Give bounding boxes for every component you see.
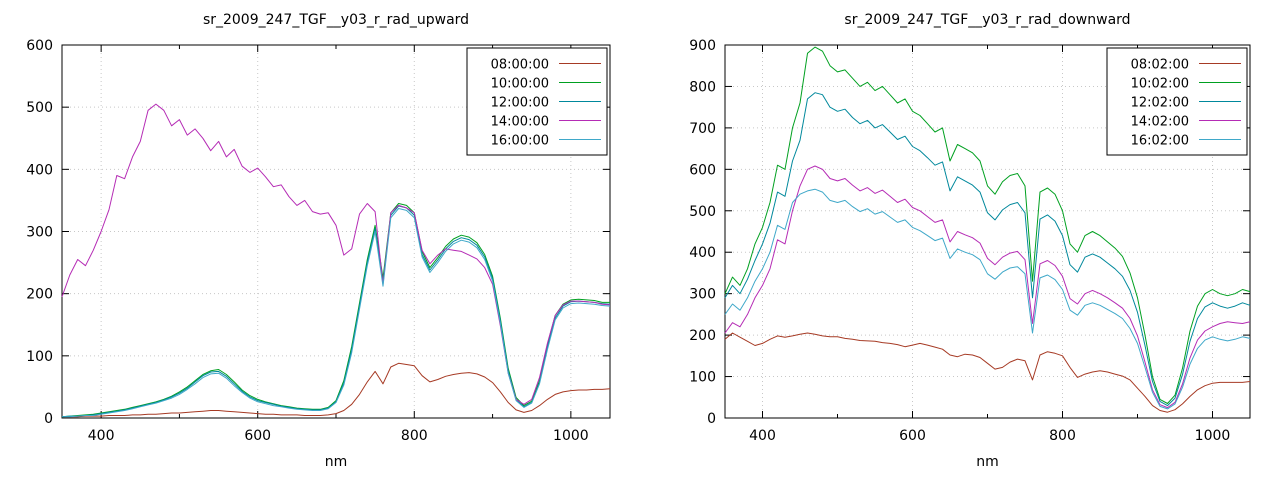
ytick-label: 200 — [26, 287, 53, 303]
xtick-label: 400 — [749, 428, 776, 444]
ytick-label: 0 — [44, 411, 53, 427]
series-line-12-02-00 — [724, 92, 1251, 407]
ytick-label: 100 — [26, 349, 53, 365]
series-line-14-00-00 — [61, 103, 611, 405]
series-line-16-00-00 — [62, 208, 611, 418]
ytick-label: 400 — [689, 245, 716, 261]
series-line-12-00-00 — [61, 205, 611, 418]
xtick-label: 1000 — [553, 428, 589, 444]
ytick-label: 800 — [689, 79, 716, 95]
xtick-label: 800 — [1049, 428, 1076, 444]
xtick-label: 400 — [88, 428, 115, 444]
legend-label: 08:00:00 — [491, 58, 549, 73]
ytick-label: 600 — [26, 38, 53, 54]
legend-label: 08:02:00 — [1131, 58, 1189, 73]
legend-label: 16:00:00 — [491, 134, 549, 149]
ytick-label: 500 — [26, 100, 53, 116]
series-line-10-02-00 — [724, 46, 1251, 404]
downward-chart-svg: 0 100 200 300 400 500 600 700 800 900 400 600 800 100… — [689, 12, 1251, 470]
ytick-label: 700 — [689, 121, 716, 137]
legend-label: 10:02:00 — [1131, 77, 1189, 92]
series-line-14-02-00 — [724, 165, 1251, 409]
ytick-label: 600 — [689, 162, 716, 178]
legend-label: 12:00:00 — [491, 96, 549, 111]
legend-label: 14:00:00 — [491, 115, 549, 130]
series-line-08-02-00 — [724, 332, 1251, 413]
ytick-label: 400 — [26, 162, 53, 178]
chart-downward: 0 100 200 300 400 500 600 700 800 900 400 600 800 100… — [640, 0, 1280, 480]
xtick-label: 1000 — [1195, 428, 1231, 444]
upward-chart-svg: 0 100 200 300 400 500 600 400 600 800 1000 08:00:00… — [26, 12, 611, 470]
chart-title: sr_2009_247_TGF__y03_r_rad_upward — [203, 12, 469, 28]
ytick-label: 100 — [689, 370, 716, 386]
ytick-label: 900 — [689, 38, 716, 54]
ytick-label: 0 — [707, 411, 716, 427]
chart-upward: 0 100 200 300 400 500 600 400 600 800 1000 08:00:00… — [26, 12, 611, 470]
x-axis-label: nm — [325, 454, 348, 470]
xtick-label: 600 — [244, 428, 271, 444]
legend-label: 10:00:00 — [491, 77, 549, 92]
ytick-label: 300 — [26, 225, 53, 241]
x-axis-label: nm — [976, 454, 999, 470]
legend-label: 12:02:00 — [1131, 96, 1189, 111]
xtick-label: 600 — [899, 428, 926, 444]
ytick-label: 500 — [689, 204, 716, 220]
series-line-16-02-00 — [724, 188, 1251, 410]
series-line-10-00-00 — [61, 203, 610, 418]
ytick-label: 200 — [689, 328, 716, 344]
legend-label: 16:02:00 — [1131, 134, 1189, 149]
chart-title: sr_2009_247_TGF__y03_r_rad_downward — [844, 12, 1130, 28]
xtick-label: 800 — [401, 428, 428, 444]
ytick-label: 300 — [689, 287, 716, 303]
series-line-08-00-00 — [62, 362, 611, 418]
legend-label: 14:02:00 — [1131, 115, 1189, 130]
